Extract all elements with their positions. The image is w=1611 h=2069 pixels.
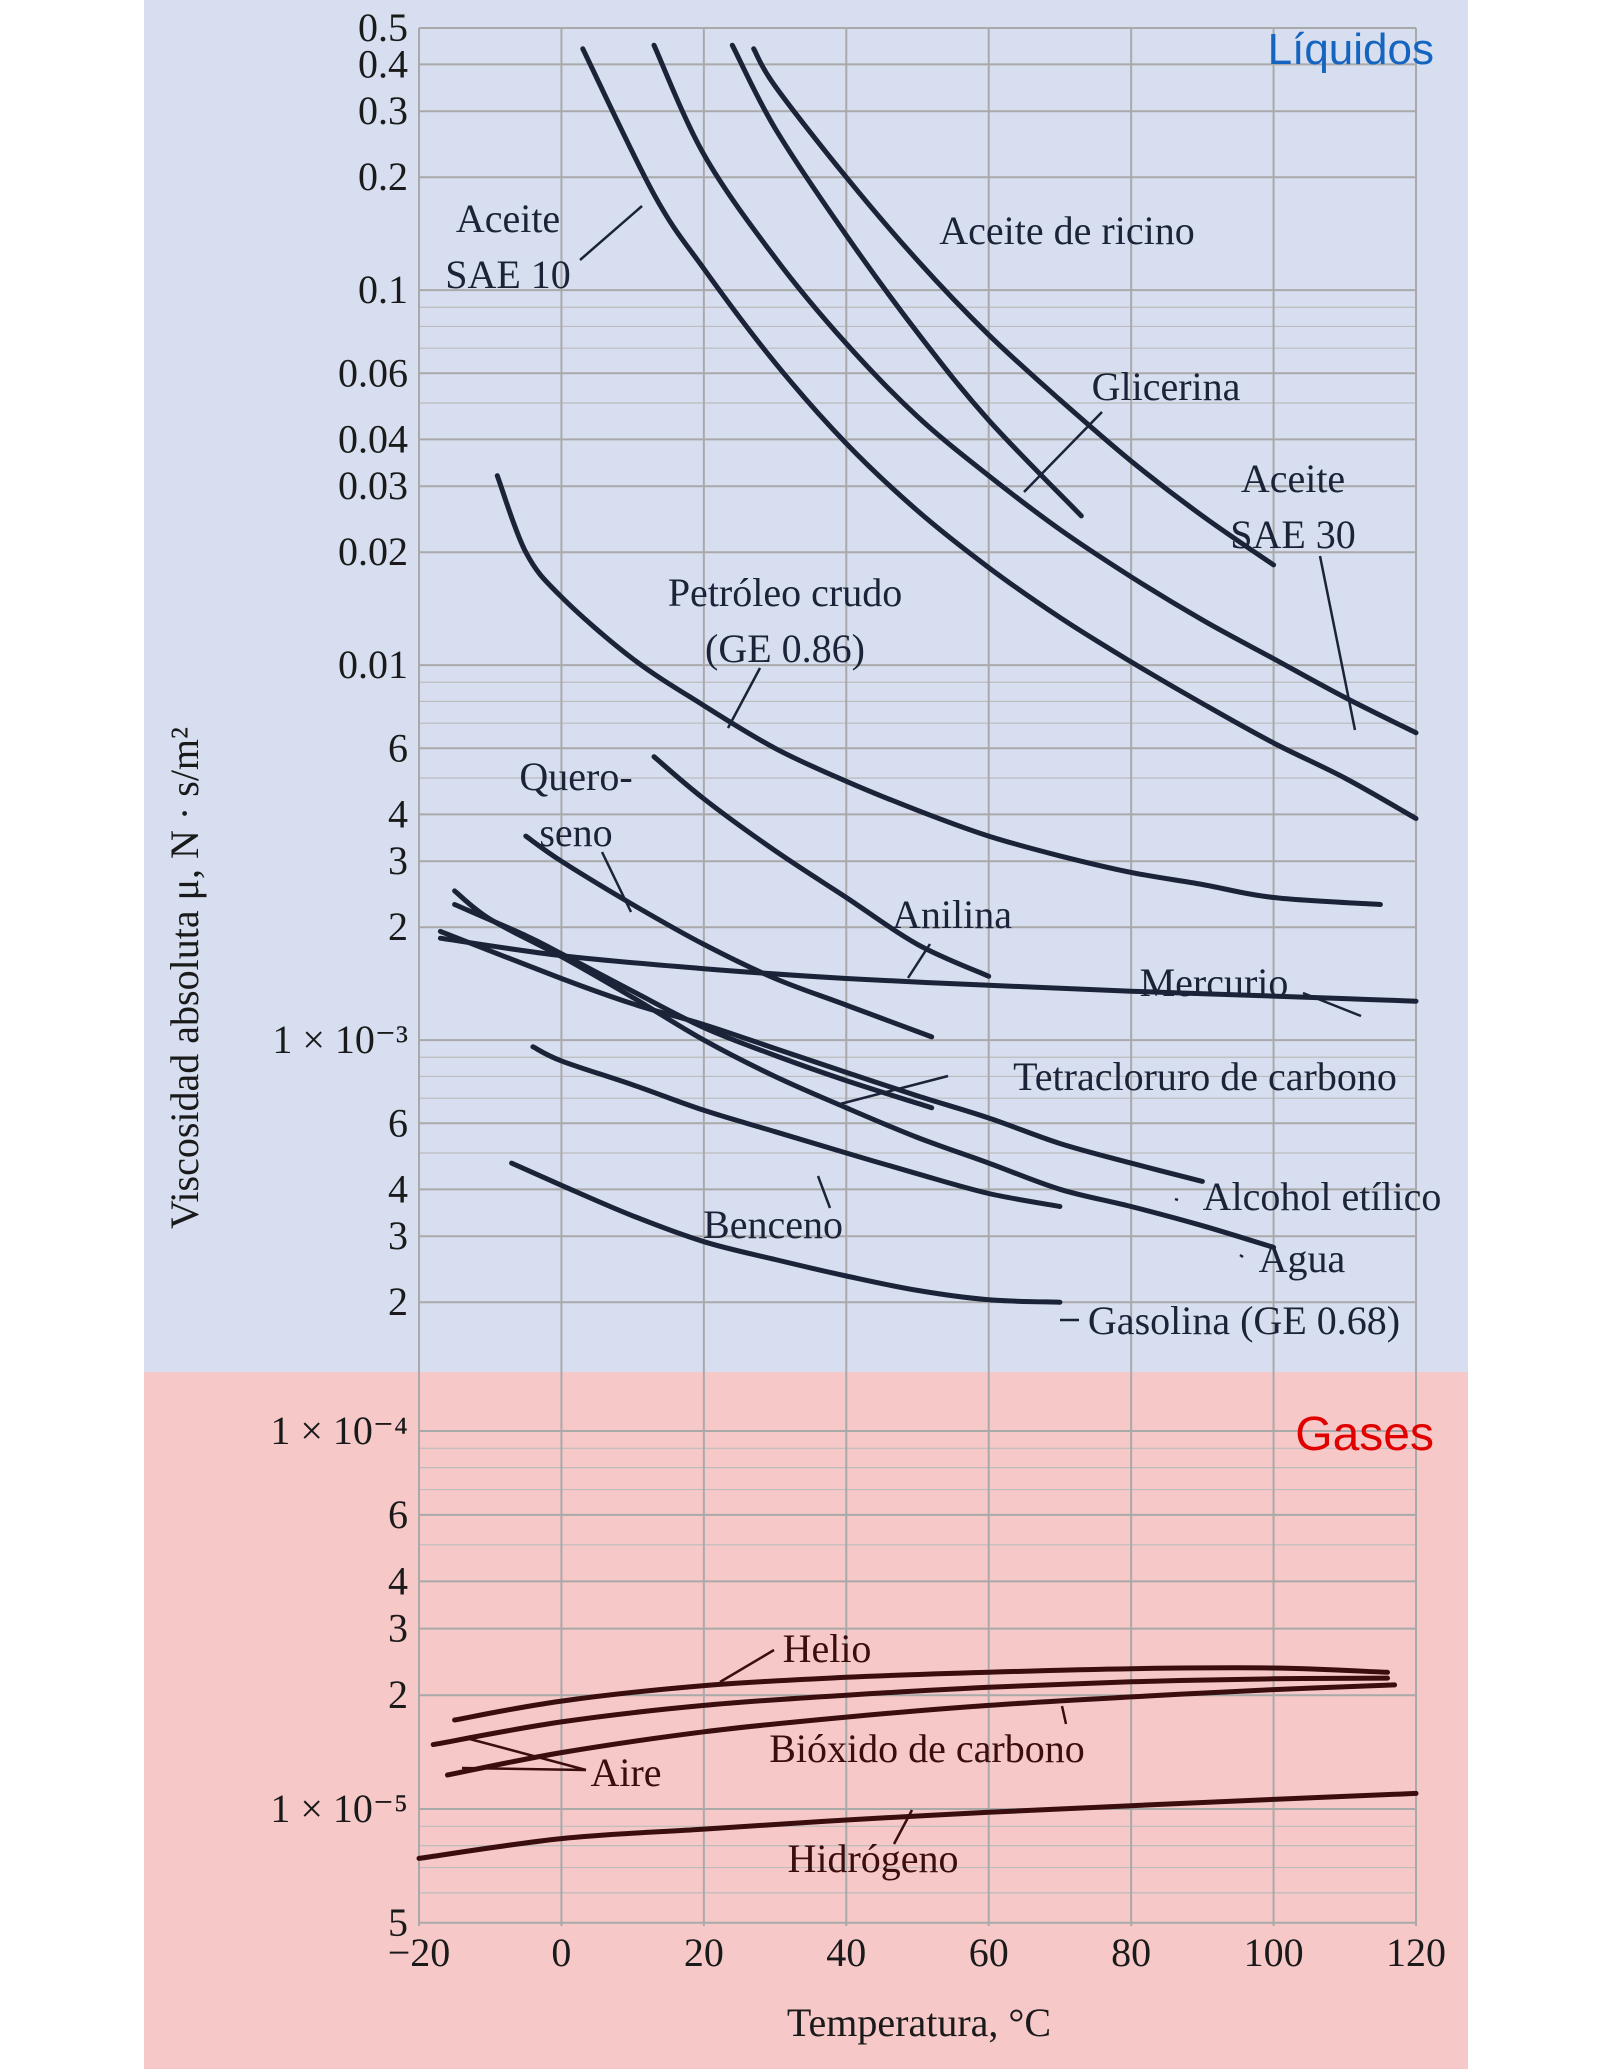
tick-labels: 0.50.40.30.20.10.060.040.030.020.0164321…: [270, 5, 1446, 1975]
y-tick-label: 0.5: [358, 5, 408, 50]
leader-line: [816, 1175, 832, 1209]
y-tick-label: 6: [388, 1100, 408, 1145]
curve-label: Aceite de ricino: [939, 208, 1194, 253]
leader-line: [892, 1809, 914, 1845]
y-tick-label: 1 × 10⁻⁴: [270, 1408, 408, 1453]
leader-line: [1318, 555, 1357, 731]
leader-line: [1023, 411, 1103, 493]
curve-helio: [452, 1665, 1390, 1723]
y-tick-label: 0.1: [358, 267, 408, 312]
y-tick-label: 4: [388, 1166, 408, 1211]
curve-benceno: [530, 1044, 1063, 1209]
curve-mercurio: [437, 935, 1419, 1004]
y-tick-label: 0.2: [358, 154, 408, 199]
y-tick-label: 4: [388, 1558, 408, 1603]
y-tick-label: 6: [388, 1492, 408, 1537]
y-axis-title: Viscosidad absoluta μ, N · s/m²: [162, 727, 207, 1229]
curve-label: Aceite SAE 30: [1230, 456, 1356, 557]
curve-label: Gasolina (GE 0.68): [1088, 1298, 1400, 1343]
x-tick-label: 60: [969, 1930, 1009, 1975]
curve-labels: Aceite SAE 10 Aceite de ricino Glicerina Ace…: [445, 196, 1441, 1881]
curve-glicerina: [729, 42, 1084, 519]
gases-section-title: Gases: [1295, 1408, 1434, 1461]
leader-line: [600, 851, 633, 913]
curve-anilina: [651, 754, 992, 979]
leader-line: [719, 1648, 775, 1684]
x-tick-label: −20: [388, 1930, 451, 1975]
curve-label: Benceno: [703, 1202, 843, 1247]
curve-label: Glicerina: [1092, 364, 1241, 409]
y-tick-label: 0.06: [338, 350, 408, 395]
curve-label: Alcohol etílico: [1203, 1174, 1442, 1219]
y-tick-label: 1 × 10⁻³: [272, 1017, 408, 1062]
curve-aire: [430, 1675, 1390, 1748]
y-tick-label: 0.01: [338, 642, 408, 687]
x-tick-label: 40: [826, 1930, 866, 1975]
curve-label: Aire: [590, 1750, 661, 1795]
curve-alcohol-etilico: [437, 928, 1205, 1184]
label-leaders: [461, 205, 1362, 1845]
curve-label: Helio: [783, 1626, 872, 1671]
leader-line: [461, 1766, 587, 1772]
leader-line: [1174, 1197, 1179, 1202]
curve-petroleo-crudo-ge-0-86: [494, 473, 1383, 907]
curve-hidrogeno: [416, 1790, 1419, 1861]
x-tick-label: 100: [1244, 1930, 1304, 1975]
curve-label: Anilina: [892, 892, 1012, 937]
leader-line: [1302, 991, 1362, 1018]
y-tick-label: 2: [388, 904, 408, 949]
y-tick-label: 4: [388, 791, 408, 836]
curve-label: Agua: [1259, 1236, 1346, 1281]
y-tick-label: 3: [388, 1606, 408, 1651]
y-tick-label: 0.4: [358, 41, 408, 86]
curve-label: Tetracloruro de carbono: [1013, 1054, 1397, 1099]
y-tick-label: 5: [388, 1900, 408, 1945]
curve-aceite-de-ricino: [751, 46, 1277, 568]
curve-label: Hidrógeno: [787, 1836, 958, 1881]
leader-line: [839, 1074, 949, 1106]
y-tick-label: 3: [388, 838, 408, 883]
curve-label: Aceite SAE 10: [445, 196, 571, 297]
y-tick-label: 2: [388, 1672, 408, 1717]
y-tick-label: 0.04: [338, 416, 408, 461]
curve-label: Quero-seno: [519, 754, 632, 855]
curves: [416, 42, 1419, 1861]
y-tick-label: 3: [388, 1213, 408, 1258]
y-tick-label: 0.3: [358, 88, 408, 133]
curve-label: Petróleo crudo (GE 0.86): [668, 570, 902, 671]
y-tick-label: 0.03: [338, 463, 408, 508]
curve-querosoeno: [523, 833, 935, 1040]
x-axis-title: Temperatura, °C: [787, 2000, 1051, 2045]
x-tick-label: 120: [1386, 1930, 1446, 1975]
y-tick-label: 6: [388, 725, 408, 770]
liquids-section-title: Líquidos: [1268, 25, 1434, 74]
y-tick-label: 2: [388, 1279, 408, 1324]
leader-line: [1060, 1705, 1068, 1725]
x-tick-label: 20: [684, 1930, 724, 1975]
y-tick-label: 1 × 10⁻⁵: [270, 1786, 408, 1831]
y-tick-label: 0.02: [338, 529, 408, 574]
curve-label: Mercurio: [1140, 960, 1289, 1005]
curve-aceite-sae-30: [651, 42, 1419, 736]
x-tick-label: 0: [551, 1930, 571, 1975]
curve-label: Bióxido de carbono: [769, 1726, 1085, 1771]
curve-aceite-sae-10: [580, 46, 1419, 821]
leader-line: [906, 943, 932, 979]
leader-line: [579, 205, 643, 261]
curve-gasolina-ge-0-68: [509, 1160, 1063, 1305]
leader-line: [465, 1736, 587, 1772]
leader-line: [1239, 1253, 1244, 1259]
leader-line: [726, 667, 762, 729]
grid: [418, 27, 1417, 1926]
curve-agua: [452, 888, 1277, 1250]
curve-bioxido-de-carbono: [445, 1682, 1398, 1778]
x-tick-label: 80: [1111, 1930, 1151, 1975]
